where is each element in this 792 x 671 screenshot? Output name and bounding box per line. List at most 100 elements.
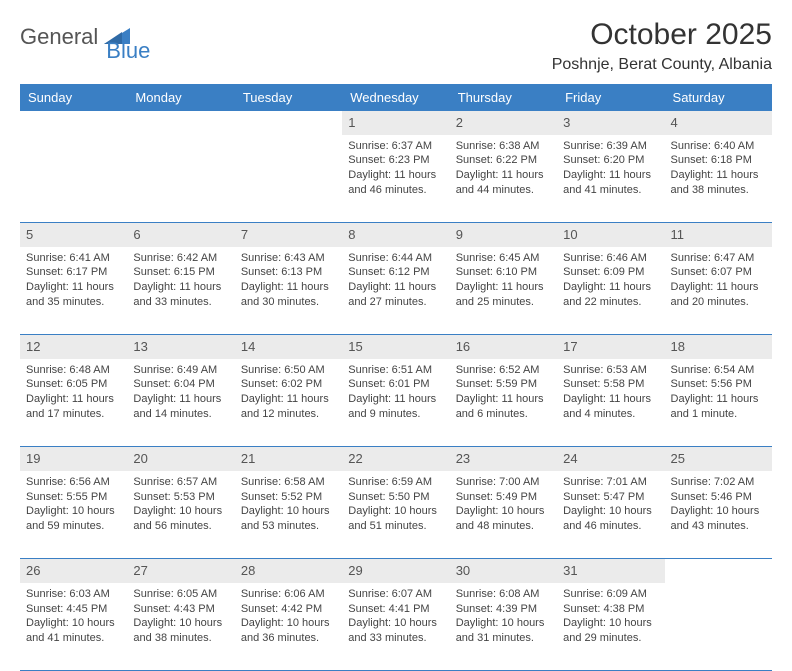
day-number-cell: [235, 111, 342, 135]
daylight-text: Daylight: 11 hours and 30 minutes.: [241, 280, 336, 310]
day-number-cell: 3: [557, 111, 664, 135]
day-info-cell: Sunrise: 6:59 AMSunset: 5:50 PMDaylight:…: [342, 471, 449, 559]
calendar-table: Sunday Monday Tuesday Wednesday Thursday…: [20, 84, 772, 671]
day-info-cell: Sunrise: 6:06 AMSunset: 4:42 PMDaylight:…: [235, 583, 342, 671]
daylight-text: Daylight: 10 hours and 59 minutes.: [26, 504, 121, 534]
day-info-cell: Sunrise: 6:46 AMSunset: 6:09 PMDaylight:…: [557, 247, 664, 335]
day-info-cell: Sunrise: 6:38 AMSunset: 6:22 PMDaylight:…: [450, 135, 557, 223]
sunset-text: Sunset: 5:53 PM: [133, 490, 228, 505]
daylight-text: Daylight: 10 hours and 36 minutes.: [241, 616, 336, 646]
daynum-row: 262728293031: [20, 559, 772, 583]
sunset-text: Sunset: 5:59 PM: [456, 377, 551, 392]
day-info-cell: Sunrise: 6:08 AMSunset: 4:39 PMDaylight:…: [450, 583, 557, 671]
daynum-row: 1234: [20, 111, 772, 135]
daylight-text: Daylight: 11 hours and 35 minutes.: [26, 280, 121, 310]
day-number-cell: 13: [127, 335, 234, 359]
sunset-text: Sunset: 4:41 PM: [348, 602, 443, 617]
day-info-cell: Sunrise: 7:00 AMSunset: 5:49 PMDaylight:…: [450, 471, 557, 559]
daylight-text: Daylight: 10 hours and 46 minutes.: [563, 504, 658, 534]
day-number-cell: 30: [450, 559, 557, 583]
day-number-cell: 7: [235, 223, 342, 247]
sunset-text: Sunset: 6:18 PM: [671, 153, 766, 168]
sunset-text: Sunset: 4:42 PM: [241, 602, 336, 617]
day-info-cell: Sunrise: 6:09 AMSunset: 4:38 PMDaylight:…: [557, 583, 664, 671]
sunset-text: Sunset: 5:56 PM: [671, 377, 766, 392]
day-number-cell: 11: [665, 223, 772, 247]
sunrise-text: Sunrise: 6:50 AM: [241, 363, 336, 378]
day-info-cell: Sunrise: 6:58 AMSunset: 5:52 PMDaylight:…: [235, 471, 342, 559]
sunrise-text: Sunrise: 7:00 AM: [456, 475, 551, 490]
daylight-text: Daylight: 10 hours and 38 minutes.: [133, 616, 228, 646]
daylight-text: Daylight: 11 hours and 17 minutes.: [26, 392, 121, 422]
daynum-row: 567891011: [20, 223, 772, 247]
sunrise-text: Sunrise: 6:44 AM: [348, 251, 443, 266]
day-number-cell: 6: [127, 223, 234, 247]
daylight-text: Daylight: 11 hours and 14 minutes.: [133, 392, 228, 422]
sunset-text: Sunset: 4:38 PM: [563, 602, 658, 617]
sunrise-text: Sunrise: 6:46 AM: [563, 251, 658, 266]
day-info-cell: Sunrise: 6:41 AMSunset: 6:17 PMDaylight:…: [20, 247, 127, 335]
sunrise-text: Sunrise: 6:41 AM: [26, 251, 121, 266]
sunset-text: Sunset: 5:50 PM: [348, 490, 443, 505]
sunset-text: Sunset: 6:02 PM: [241, 377, 336, 392]
daylight-text: Daylight: 10 hours and 51 minutes.: [348, 504, 443, 534]
daylight-text: Daylight: 11 hours and 4 minutes.: [563, 392, 658, 422]
sunset-text: Sunset: 6:10 PM: [456, 265, 551, 280]
day-info-cell: Sunrise: 6:44 AMSunset: 6:12 PMDaylight:…: [342, 247, 449, 335]
sunset-text: Sunset: 6:22 PM: [456, 153, 551, 168]
sunset-text: Sunset: 6:13 PM: [241, 265, 336, 280]
info-row: Sunrise: 6:41 AMSunset: 6:17 PMDaylight:…: [20, 247, 772, 335]
daylight-text: Daylight: 10 hours and 33 minutes.: [348, 616, 443, 646]
day-info-cell: Sunrise: 6:40 AMSunset: 6:18 PMDaylight:…: [665, 135, 772, 223]
day-number-cell: 29: [342, 559, 449, 583]
sunset-text: Sunset: 6:05 PM: [26, 377, 121, 392]
location-text: Poshnje, Berat County, Albania: [552, 56, 772, 74]
day-number-cell: 28: [235, 559, 342, 583]
day-header: Sunday: [20, 84, 127, 111]
daylight-text: Daylight: 11 hours and 1 minute.: [671, 392, 766, 422]
info-row: Sunrise: 6:48 AMSunset: 6:05 PMDaylight:…: [20, 359, 772, 447]
day-number-cell: 12: [20, 335, 127, 359]
info-row: Sunrise: 6:56 AMSunset: 5:55 PMDaylight:…: [20, 471, 772, 559]
day-header: Thursday: [450, 84, 557, 111]
daylight-text: Daylight: 11 hours and 25 minutes.: [456, 280, 551, 310]
daynum-row: 19202122232425: [20, 447, 772, 471]
day-info-cell: Sunrise: 6:52 AMSunset: 5:59 PMDaylight:…: [450, 359, 557, 447]
daylight-text: Daylight: 11 hours and 38 minutes.: [671, 168, 766, 198]
sunrise-text: Sunrise: 6:53 AM: [563, 363, 658, 378]
sunset-text: Sunset: 6:07 PM: [671, 265, 766, 280]
sunset-text: Sunset: 5:47 PM: [563, 490, 658, 505]
day-header: Saturday: [665, 84, 772, 111]
day-number-cell: [127, 111, 234, 135]
daylight-text: Daylight: 11 hours and 22 minutes.: [563, 280, 658, 310]
sunset-text: Sunset: 6:09 PM: [563, 265, 658, 280]
day-info-cell: [665, 583, 772, 671]
daylight-text: Daylight: 10 hours and 48 minutes.: [456, 504, 551, 534]
day-info-cell: Sunrise: 6:37 AMSunset: 6:23 PMDaylight:…: [342, 135, 449, 223]
day-header: Friday: [557, 84, 664, 111]
daynum-row: 12131415161718: [20, 335, 772, 359]
sunrise-text: Sunrise: 6:47 AM: [671, 251, 766, 266]
day-header: Tuesday: [235, 84, 342, 111]
sunset-text: Sunset: 5:49 PM: [456, 490, 551, 505]
daylight-text: Daylight: 11 hours and 9 minutes.: [348, 392, 443, 422]
sunset-text: Sunset: 5:46 PM: [671, 490, 766, 505]
sunrise-text: Sunrise: 6:54 AM: [671, 363, 766, 378]
day-info-cell: Sunrise: 6:42 AMSunset: 6:15 PMDaylight:…: [127, 247, 234, 335]
day-info-cell: [20, 135, 127, 223]
daylight-text: Daylight: 11 hours and 12 minutes.: [241, 392, 336, 422]
sunrise-text: Sunrise: 6:59 AM: [348, 475, 443, 490]
daylight-text: Daylight: 11 hours and 27 minutes.: [348, 280, 443, 310]
day-number-cell: 4: [665, 111, 772, 135]
day-info-cell: Sunrise: 6:05 AMSunset: 4:43 PMDaylight:…: [127, 583, 234, 671]
sunrise-text: Sunrise: 7:02 AM: [671, 475, 766, 490]
sunset-text: Sunset: 6:17 PM: [26, 265, 121, 280]
sunset-text: Sunset: 4:39 PM: [456, 602, 551, 617]
sunrise-text: Sunrise: 6:40 AM: [671, 139, 766, 154]
sunrise-text: Sunrise: 6:06 AM: [241, 587, 336, 602]
day-header: Wednesday: [342, 84, 449, 111]
sunset-text: Sunset: 5:58 PM: [563, 377, 658, 392]
day-number-cell: 2: [450, 111, 557, 135]
logo-text-blue: Blue: [106, 38, 150, 64]
day-info-cell: Sunrise: 6:03 AMSunset: 4:45 PMDaylight:…: [20, 583, 127, 671]
